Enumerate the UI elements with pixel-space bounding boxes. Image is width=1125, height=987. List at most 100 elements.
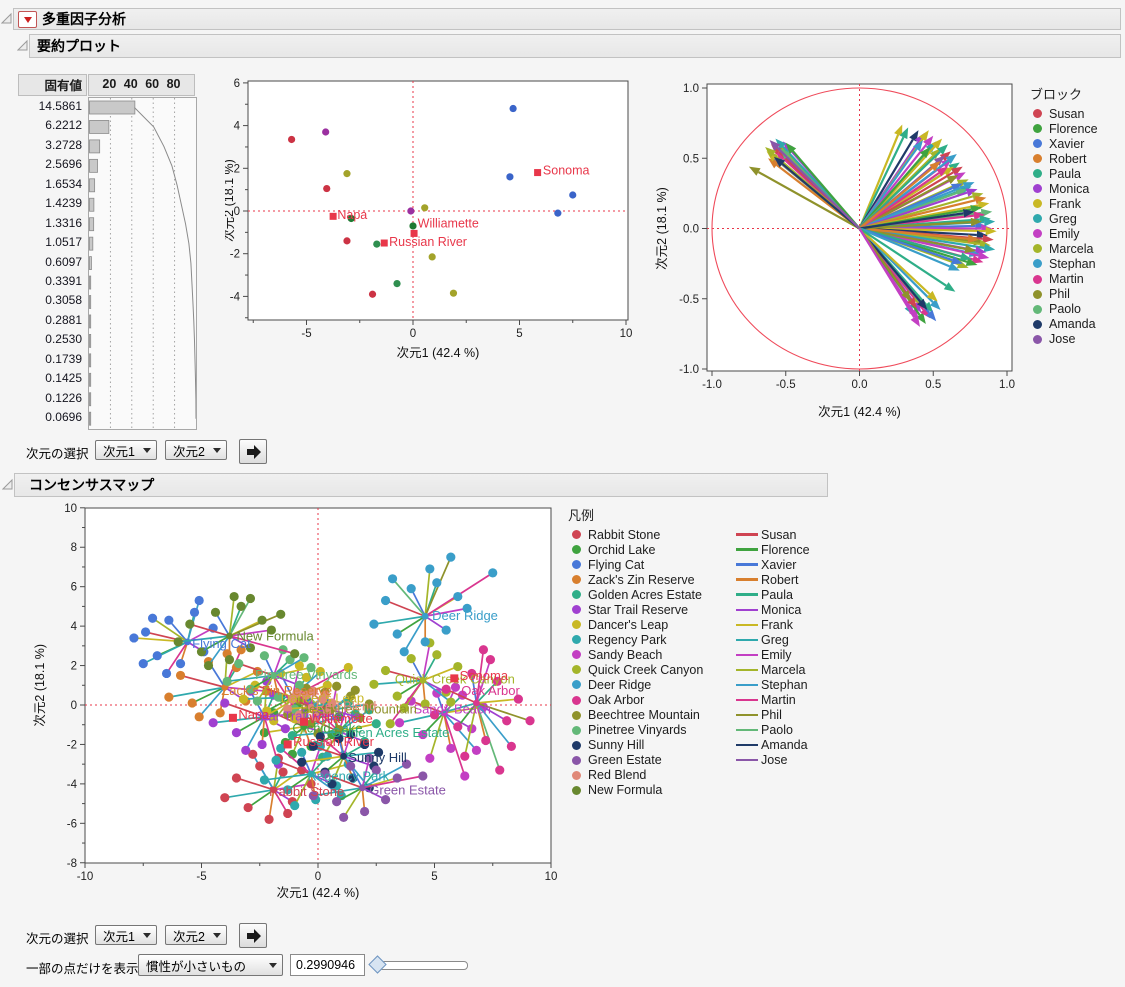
svg-text:0.5: 0.5: [683, 153, 699, 165]
legend-dot-swatch: [572, 575, 581, 585]
svg-text:Sandy Beach: Sandy Beach: [414, 701, 491, 716]
legend-item[interactable]: Greg: [736, 632, 810, 647]
legend-item[interactable]: Marcela: [1033, 241, 1098, 256]
legend-item[interactable]: Sunny Hill: [572, 738, 703, 753]
dim1-select-bottom[interactable]: 次元1: [95, 925, 157, 945]
legend-item[interactable]: Rabbit Stone: [572, 527, 703, 542]
legend-item[interactable]: Star Trail Reserve: [572, 602, 703, 617]
legend-item[interactable]: Frank: [736, 617, 810, 632]
legend-item[interactable]: Jose: [736, 753, 810, 768]
legend-dot-swatch: [1033, 184, 1042, 194]
apply-dimensions-button-top[interactable]: [239, 439, 267, 464]
svg-text:Williamette: Williamette: [418, 217, 479, 231]
legend-item[interactable]: Florence: [736, 542, 810, 557]
legend-item[interactable]: Jose: [1033, 332, 1098, 347]
legend-item[interactable]: Flying Cat: [572, 557, 703, 572]
legend-item[interactable]: Zack's Zin Reserve: [572, 572, 703, 587]
legend-item[interactable]: Beechtree Mountain: [572, 708, 703, 723]
legend-item[interactable]: Orchid Lake: [572, 542, 703, 557]
legend-item[interactable]: Robert: [736, 572, 810, 587]
inertia-threshold-input[interactable]: [290, 954, 365, 976]
legend-dot-swatch: [1033, 169, 1042, 179]
dim1-select-top[interactable]: 次元1: [95, 440, 157, 460]
legend-item[interactable]: Red Blend: [572, 768, 703, 783]
legend-item[interactable]: Paula: [736, 587, 810, 602]
legend-item[interactable]: Martin: [736, 693, 810, 708]
legend-item[interactable]: Amanda: [736, 738, 810, 753]
legend-item[interactable]: Pinetree Vinyards: [572, 723, 703, 738]
svg-text:4: 4: [71, 621, 78, 633]
legend-label: Monica: [1049, 181, 1090, 196]
disclosure-triangle-consensus[interactable]: [2, 478, 14, 490]
legend-item[interactable]: Paolo: [1033, 302, 1098, 317]
legend-item[interactable]: Amanda: [1033, 317, 1098, 332]
svg-text:Dancer's Leap: Dancer's Leap: [281, 691, 364, 706]
inertia-slider-thumb[interactable]: [368, 955, 387, 974]
legend-item[interactable]: Emily: [1033, 226, 1098, 241]
legend-item[interactable]: Emily: [736, 647, 810, 662]
legend-item[interactable]: Stephan: [736, 677, 810, 692]
legend-item[interactable]: Phil: [736, 708, 810, 723]
legend-item[interactable]: Deer Ridge: [572, 677, 703, 692]
legend-dot-swatch: [572, 710, 581, 720]
red-triangle-menu-button[interactable]: [18, 10, 37, 28]
legend-dot-swatch: [1033, 289, 1042, 299]
legend-item[interactable]: Xavier: [736, 557, 810, 572]
svg-text:次元2 (18.1 %): 次元2 (18.1 %): [225, 159, 236, 242]
svg-text:次元2 (18.1 %): 次元2 (18.1 %): [655, 187, 669, 270]
legend-item[interactable]: Robert: [1033, 151, 1098, 166]
legend-item[interactable]: Paula: [1033, 166, 1098, 181]
legend-line-swatch: [736, 743, 758, 747]
legend-item[interactable]: Sandy Beach: [572, 647, 703, 662]
svg-text:10: 10: [64, 503, 77, 515]
legend-item[interactable]: Oak Arbor: [572, 693, 703, 708]
legend-item[interactable]: Florence: [1033, 121, 1098, 136]
legend-item[interactable]: Paolo: [736, 723, 810, 738]
scale-tick: 20: [102, 77, 117, 91]
svg-text:Golden Acres Estate: Golden Acres Estate: [331, 725, 450, 740]
legend-item[interactable]: Xavier: [1033, 136, 1098, 151]
scree-plot[interactable]: [88, 97, 197, 430]
legend-item[interactable]: Regency Park: [572, 632, 703, 647]
filter-mode-select[interactable]: 慣性が小さいもの: [138, 954, 283, 976]
legend-item[interactable]: Golden Acres Estate: [572, 587, 703, 602]
legend-item[interactable]: Stephan: [1033, 256, 1098, 271]
legend-item[interactable]: Martin: [1033, 272, 1098, 287]
svg-text:Deer Ridge: Deer Ridge: [432, 608, 498, 623]
legend-dot-swatch: [572, 770, 581, 780]
dim2-select-top[interactable]: 次元2: [165, 440, 227, 460]
disclosure-triangle-main[interactable]: [1, 12, 13, 24]
svg-text:-10: -10: [77, 871, 94, 883]
svg-text:Russian River: Russian River: [389, 235, 467, 249]
legend-item[interactable]: Susan: [736, 527, 810, 542]
inertia-slider-track[interactable]: [378, 961, 468, 970]
dim2-select-bottom[interactable]: 次元2: [165, 925, 227, 945]
legend-item[interactable]: New Formula: [572, 783, 703, 798]
apply-dimensions-button-bottom[interactable]: [239, 923, 267, 948]
scores-plot[interactable]: -5 0 5 10 -4 -2 0 2 4 6 次元1 (42.4 %) 次元2 (18.1 %) Na…: [225, 76, 645, 376]
svg-text:10: 10: [545, 871, 558, 883]
legend-item[interactable]: Frank: [1033, 196, 1098, 211]
legend-item[interactable]: Monica: [1033, 181, 1098, 196]
legend-label: Quick Creek Canyon: [588, 662, 704, 677]
consensus-map-plot[interactable]: -10 -5 0 5 10 -8 -6 -4 -2 0 2 4 6 8 10 次元1 (42.4 %) 次元2 …: [28, 498, 563, 902]
eigenvalue-column-header: 固有値: [18, 74, 87, 96]
legend-item[interactable]: Green Estate: [572, 753, 703, 768]
legend-item[interactable]: Monica: [736, 602, 810, 617]
chevron-down-icon: [213, 448, 221, 457]
legend-label: Susan: [761, 527, 797, 542]
loadings-plot[interactable]: -1.0 -0.5 0.0 0.5 1.0 -1.0 -0.5 0.0 0.5 1.0 次元1 (4…: [650, 76, 1022, 426]
legend-item[interactable]: Quick Creek Canyon: [572, 662, 703, 677]
disclosure-triangle-summary[interactable]: [17, 39, 29, 51]
svg-text:5: 5: [431, 871, 437, 883]
eigenvalue: 3.2728: [45, 137, 82, 152]
legend-item[interactable]: Greg: [1033, 211, 1098, 226]
legend-label: Amanda: [761, 738, 808, 753]
legend-line-swatch: [736, 593, 758, 596]
legend-item[interactable]: Marcela: [736, 662, 810, 677]
legend-item[interactable]: Phil: [1033, 287, 1098, 302]
eigenvalue: 0.0696: [45, 410, 82, 424]
panelist-legend: Susan Florence Xavier Robert Paula Monica Fran…: [736, 527, 810, 768]
legend-item[interactable]: Susan: [1033, 106, 1098, 121]
legend-item[interactable]: Dancer's Leap: [572, 617, 703, 632]
